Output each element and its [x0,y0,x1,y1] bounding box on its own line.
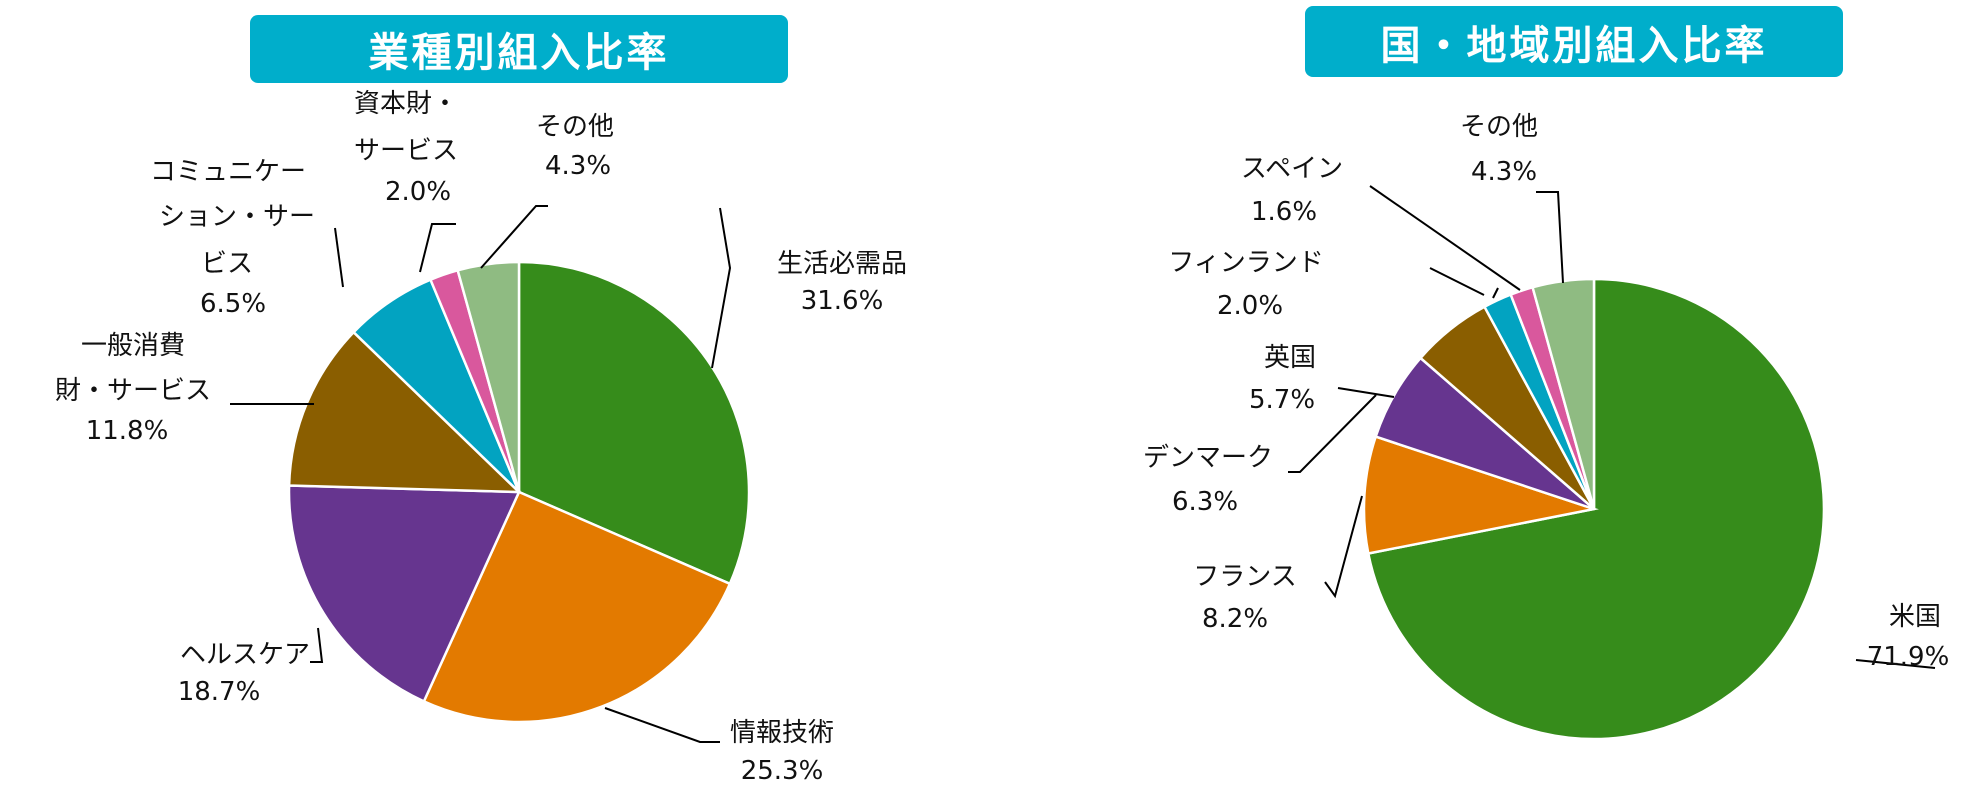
sector-value-0: 31.6% [801,286,884,316]
country-value-2: 6.3% [1172,487,1238,517]
sector-slice-6 [456,260,521,493]
country-value-3: 5.7% [1249,385,1315,415]
sector-chart-title: 業種別組入比率 [250,15,788,83]
sector-slice-3 [287,330,523,494]
sector-label-4: ション・サー [159,202,315,232]
sector-label-2: ヘルスケア [180,640,310,670]
leader-line-14 [1536,191,1564,284]
country-label-1: フランス [1193,562,1296,592]
country-label-0: 米国 [1889,602,1941,632]
country-value-6: 4.3% [1471,157,1537,187]
leader-lines [230,185,1936,743]
sector-label-3: 一般消費 [81,331,185,361]
leader-line-6 [480,205,548,269]
leader-line-0 [711,207,732,369]
sector-slice-0 [517,260,751,586]
leader-line-2 [310,627,324,663]
sector-value-6: 4.3% [545,151,611,181]
country-label-3: 英国 [1264,343,1316,373]
country-value-4: 2.0% [1217,291,1283,321]
sector-value-4: 6.5% [200,289,266,319]
sector-value-2: 18.7% [178,677,261,707]
country-label-5: スペイン [1241,154,1343,184]
sector-label-0: 生活必需品 [777,249,907,279]
sector-value-1: 25.3% [741,756,824,786]
leader-line-9 [1288,394,1377,473]
sector-pie [287,260,751,724]
leader-line-1 [604,707,720,743]
leader-line-7 [1855,659,1936,669]
sector-value-3: 11.8% [86,416,169,446]
leader-line-8 [1324,495,1363,599]
leader-line-13 [1369,185,1521,291]
sector-label-4: ビス [201,249,253,279]
leader-line-10 [1337,387,1395,398]
country-label-2: デンマーク [1143,443,1273,473]
sector-value-5: 2.0% [385,177,451,207]
sector-label-3: 財・サービス [55,376,211,406]
country-pie [1362,277,1826,741]
country-slice-1 [1362,435,1599,555]
leader-line-4 [334,227,344,288]
sector-label-6: その他 [536,112,614,142]
sector-label-5: 資本財・ [354,89,458,119]
leader-line-12 [1429,267,1485,296]
sector-slice-2 [287,484,521,704]
country-value-1: 8.2% [1202,604,1268,634]
sector-label-5: サービス [354,136,458,166]
country-value-5: 1.6% [1251,197,1317,227]
sector-label-1: 情報技術 [730,718,834,748]
sector-label-4: コミュニケー [150,157,306,187]
country-label-6: その他 [1460,112,1538,142]
leader-line-5 [419,223,456,273]
leader-line-11 [1492,287,1499,299]
country-label-4: フィンランド [1168,248,1323,278]
sector-slice-1 [422,490,732,724]
country-value-0: 71.9% [1867,642,1950,672]
country-chart-title: 国・地域別組入比率 [1305,6,1843,77]
